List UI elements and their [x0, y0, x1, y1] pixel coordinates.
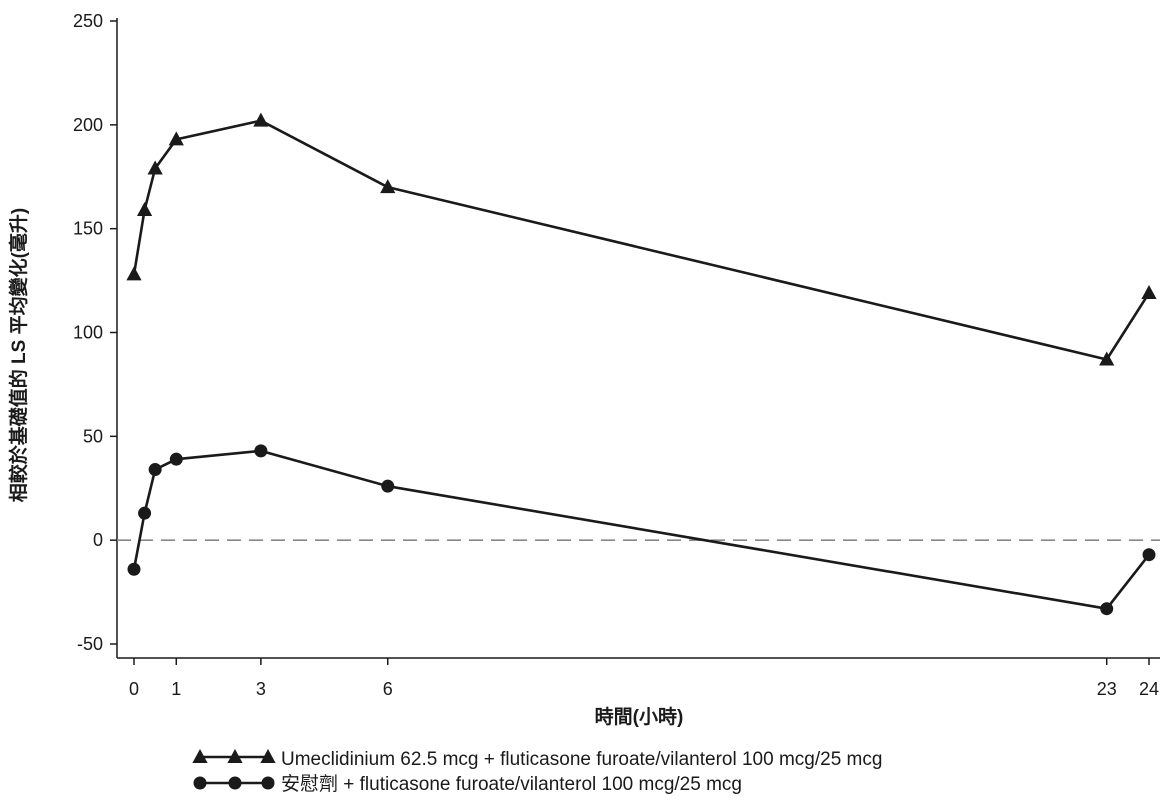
legend-marker-circle: [193, 776, 207, 790]
legend-symbol-circle: [193, 776, 275, 790]
y-tick-label: 50: [83, 426, 103, 446]
x-tick-label: 0: [129, 679, 139, 699]
data-point-circle: [381, 479, 395, 493]
x-axis-ticks: 0 1 3 6 23 24: [129, 658, 1159, 699]
data-point-circle: [1142, 548, 1156, 562]
data-point-triangle: [136, 201, 153, 216]
legend-label-placebo: 安慰劑 + fluticasone furoate/vilanterol 100…: [281, 773, 742, 795]
data-point-circle: [138, 506, 152, 520]
y-tick-label: 0: [93, 530, 103, 550]
legend-item-umeclidinium: Umeclidinium 62.5 mcg + fluticasone furo…: [192, 749, 882, 770]
legend-marker-triangle: [260, 749, 276, 763]
data-point-triangle: [253, 112, 269, 127]
data-point-triangle: [126, 266, 142, 281]
y-tick-label: 150: [73, 219, 103, 239]
y-tick-label: 100: [73, 323, 103, 343]
data-point-circle: [254, 444, 268, 458]
x-tick-label: 24: [1139, 679, 1159, 699]
data-point-circle: [148, 463, 162, 477]
legend-symbol-triangle: [192, 749, 276, 763]
data-point-triangle: [380, 179, 396, 194]
data-point-circle: [1100, 602, 1114, 616]
data-point-triangle: [147, 160, 163, 175]
y-tick-label: 200: [73, 115, 103, 135]
legend-marker-circle: [228, 776, 242, 790]
data-point-triangle: [1141, 285, 1157, 300]
x-axis-title: 時間(小時): [595, 706, 684, 728]
legend-marker-triangle: [227, 749, 243, 763]
data-point-circle: [169, 452, 183, 466]
legend-marker-triangle: [192, 749, 208, 763]
series-circle: [127, 444, 1156, 616]
data-point-circle: [127, 562, 141, 576]
series-layer: [126, 112, 1157, 616]
x-tick-label: 23: [1097, 679, 1117, 699]
x-tick-label: 1: [171, 679, 181, 699]
y-axis-ticks: -50 0 50 100 150 200 250: [73, 11, 117, 654]
legend-marker-circle: [261, 776, 275, 790]
y-tick-label: -50: [77, 634, 103, 654]
y-axis-title: 相較於基礎值的 LS 平均變化(毫升): [7, 208, 30, 503]
data-point-triangle: [1099, 351, 1115, 366]
series-line: [132, 119, 1151, 361]
series-triangle: [126, 112, 1157, 366]
series-line: [132, 449, 1151, 610]
data-point-triangle: [168, 131, 184, 146]
legend: Umeclidinium 62.5 mcg + fluticasone furo…: [192, 749, 882, 795]
y-tick-label: 250: [73, 11, 103, 31]
legend-item-placebo: 安慰劑 + fluticasone furoate/vilanterol 100…: [193, 773, 742, 795]
legend-label-umeclidinium: Umeclidinium 62.5 mcg + fluticasone furo…: [281, 749, 882, 770]
x-tick-label: 6: [383, 679, 393, 699]
x-tick-label: 3: [256, 679, 266, 699]
